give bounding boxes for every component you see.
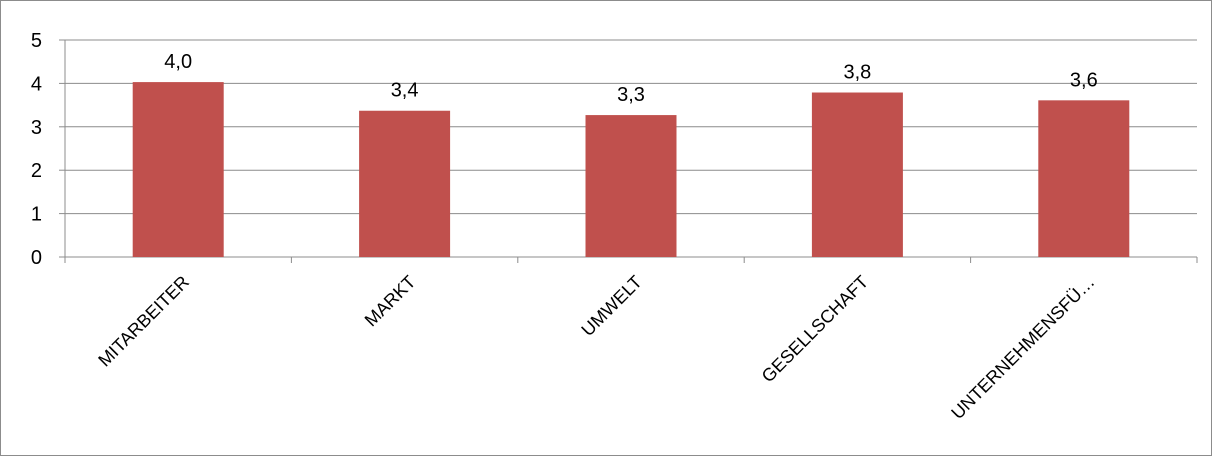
category-label: UNTERNEHMENSFÜ…	[947, 272, 1098, 423]
bars	[132, 82, 1130, 258]
category-label: UMWELT	[577, 272, 645, 340]
data-label: 3,8	[843, 62, 871, 84]
bar	[585, 115, 677, 257]
y-tick-label: 2	[31, 160, 42, 182]
y-tick-label: 5	[31, 30, 42, 52]
y-tick-label: 4	[31, 73, 42, 95]
y-tick-labels: 0 1 2 3 4 5	[31, 30, 42, 269]
bar	[811, 92, 903, 257]
data-label: 3,6	[1070, 69, 1098, 91]
bar	[1038, 100, 1130, 258]
data-label: 3,3	[617, 84, 645, 106]
category-labels: MITARBEITER MARKT UMWELT GESELLSCHAFT UNTERN…	[94, 272, 1098, 423]
bar	[132, 82, 224, 258]
category-label: MITARBEITER	[94, 272, 193, 371]
y-tick-label: 1	[31, 204, 42, 226]
category-label: GESELLSCHAFT	[758, 272, 873, 387]
y-tick-label: 3	[31, 117, 42, 139]
y-tick-label: 0	[31, 247, 42, 269]
data-label: 4,0	[164, 51, 192, 73]
data-labels: 4,0 3,4 3,3 3,8 3,6	[164, 51, 1097, 106]
bar	[359, 110, 451, 257]
data-label: 3,4	[391, 80, 419, 102]
category-label: MARKT	[361, 272, 420, 331]
